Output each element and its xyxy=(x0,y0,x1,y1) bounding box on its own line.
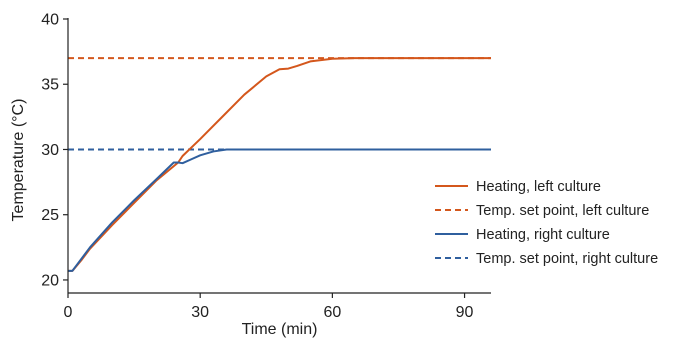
legend-label-temp-set-point-left-culture: Temp. set point, left culture xyxy=(476,203,649,219)
series-line-heating-left-culture xyxy=(68,57,491,272)
legend-label-heating-right-culture: Heating, right culture xyxy=(476,227,610,243)
series-line-heating-right-culture xyxy=(68,148,491,272)
axes: 20 25 30 35 40 0 30 60 90 Time (min) Temperature (… xyxy=(10,12,491,338)
y-tick-label: 25 xyxy=(41,207,59,224)
legend-label-heating-left-culture: Heating, left culture xyxy=(476,179,601,195)
legend: Heating, left culture Temp. set point, le… xyxy=(435,179,658,267)
y-axis-title: Temperature (°C) xyxy=(10,99,27,222)
y-tick-label: 35 xyxy=(41,77,59,94)
x-tick-label: 60 xyxy=(323,304,341,321)
x-tick-label: 0 xyxy=(64,304,73,321)
x-tick-label: 30 xyxy=(191,304,209,321)
y-tick-label: 40 xyxy=(41,12,59,29)
x-tick-label: 90 xyxy=(456,304,474,321)
x-axis-title: Time (min) xyxy=(242,321,318,338)
y-tick-label: 30 xyxy=(41,142,59,159)
plot-lines xyxy=(68,57,491,272)
y-tick-label: 20 xyxy=(41,272,59,289)
legend-label-temp-set-point-right-culture: Temp. set point, right culture xyxy=(476,251,658,267)
